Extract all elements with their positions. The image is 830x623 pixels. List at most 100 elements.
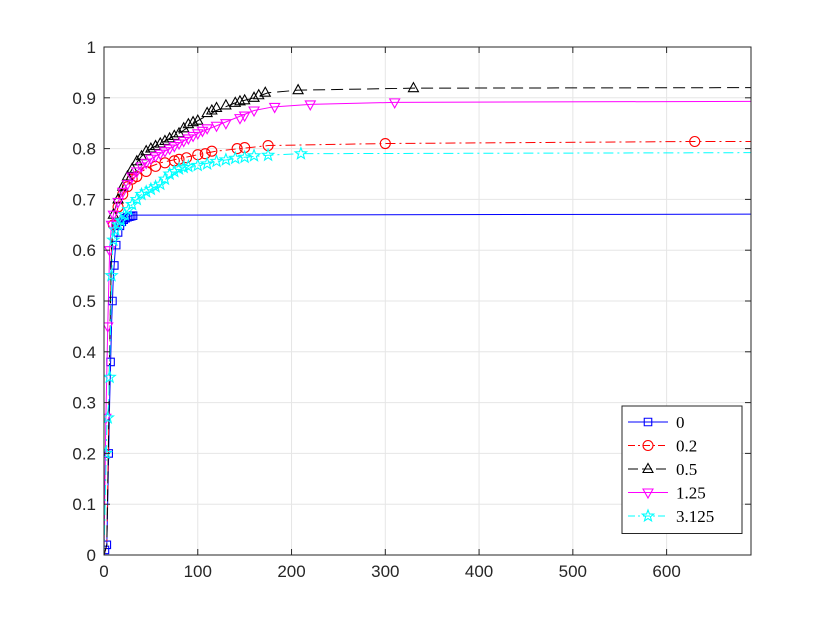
series-marker	[191, 114, 204, 125]
series-marker	[259, 86, 272, 97]
series-marker	[134, 186, 149, 201]
series-marker	[171, 161, 187, 176]
legend-label: 0	[676, 413, 685, 432]
series-marker	[182, 117, 195, 129]
legend-label: 0.2	[676, 437, 697, 456]
series-marker	[168, 129, 181, 140]
series-marker	[149, 152, 162, 163]
y-tick-label: 0.8	[72, 140, 96, 159]
series-marker	[229, 96, 242, 107]
series-marker	[176, 159, 191, 174]
series-marker	[106, 232, 121, 247]
series-marker	[104, 369, 117, 384]
series-marker	[112, 197, 124, 209]
series-marker	[209, 153, 224, 168]
series-marker	[144, 141, 157, 153]
series-marker	[210, 121, 223, 133]
series-marker	[262, 140, 274, 152]
series-marker	[128, 211, 138, 220]
series-marker	[192, 149, 204, 161]
series-marker	[191, 129, 204, 140]
series-marker	[159, 134, 171, 146]
series-marker	[121, 169, 134, 181]
series-marker	[689, 136, 701, 147]
series-marker	[149, 139, 162, 151]
y-tick-label: 1	[87, 38, 96, 57]
series-marker	[248, 106, 260, 118]
legend-marker	[643, 417, 653, 427]
y-tick-label: 0.7	[72, 190, 96, 209]
series-marker	[126, 172, 139, 184]
x-tick-label: 200	[277, 562, 305, 581]
series-marker	[163, 144, 176, 156]
series-marker	[199, 156, 215, 170]
series-marker	[130, 154, 143, 166]
series-marker	[140, 165, 152, 177]
series-marker	[187, 115, 200, 127]
legend-box	[621, 405, 743, 534]
series-marker	[140, 144, 153, 156]
legend-label: 1.25	[676, 484, 706, 503]
x-tick-label: 400	[465, 562, 493, 581]
series-marker	[190, 157, 205, 172]
series-marker	[104, 268, 119, 282]
series-marker	[104, 410, 115, 424]
series-marker	[246, 148, 262, 162]
y-tick-label: 0.9	[72, 89, 96, 108]
series-marker	[116, 187, 129, 199]
series-marker	[110, 261, 119, 270]
series-marker	[110, 217, 126, 231]
series-marker	[130, 167, 143, 179]
series-marker	[167, 163, 182, 178]
series-marker	[292, 83, 305, 95]
series-marker	[379, 138, 391, 149]
series-marker	[113, 213, 129, 227]
series-marker	[173, 126, 185, 138]
series-marker	[238, 93, 251, 105]
series-marker	[260, 147, 276, 162]
series-marker	[206, 145, 218, 157]
x-tick-label: 500	[559, 562, 587, 581]
series-marker	[177, 136, 190, 148]
x-tick-label: 600	[652, 562, 680, 581]
series-marker	[154, 136, 167, 148]
legend-marker	[642, 440, 654, 451]
series-marker	[219, 119, 232, 130]
series-marker	[159, 147, 171, 158]
series-layer	[104, 81, 751, 555]
series-marker	[154, 149, 167, 161]
series-marker	[187, 131, 200, 143]
axis-ticks	[103, 46, 751, 556]
tick-labels: 0 100 200 300 400 500 600 0 0.1 0.2 0.3 0.4 0.5 0.6 0.…	[72, 38, 680, 581]
series-marker	[173, 139, 185, 151]
series-marker	[168, 155, 180, 167]
series-marker	[143, 181, 159, 196]
series-marker	[218, 152, 234, 166]
series-marker	[238, 111, 251, 123]
series-marker	[162, 166, 177, 181]
series-marker	[234, 114, 246, 125]
y-tick-label: 0.3	[72, 394, 96, 413]
legend-marker	[642, 462, 654, 474]
legend-label: 0.5	[676, 460, 697, 479]
series-4	[104, 146, 751, 555]
series-marker	[201, 124, 214, 135]
series-marker	[205, 103, 218, 115]
series-marker	[248, 91, 260, 102]
series-marker	[237, 149, 252, 164]
series-marker	[234, 94, 246, 106]
series-marker	[104, 540, 112, 550]
x-tick-label: 100	[184, 562, 212, 581]
series-marker	[268, 102, 281, 114]
series-marker	[107, 210, 120, 222]
y-tick-label: 0	[87, 546, 96, 565]
x-tick-label: 0	[99, 562, 108, 581]
series-marker	[144, 154, 157, 166]
legend-marker	[640, 508, 656, 523]
series-marker	[148, 179, 163, 193]
series-marker	[182, 134, 195, 146]
series-marker	[407, 81, 420, 93]
y-tick-label: 0.6	[72, 241, 96, 260]
series-marker	[304, 100, 317, 112]
